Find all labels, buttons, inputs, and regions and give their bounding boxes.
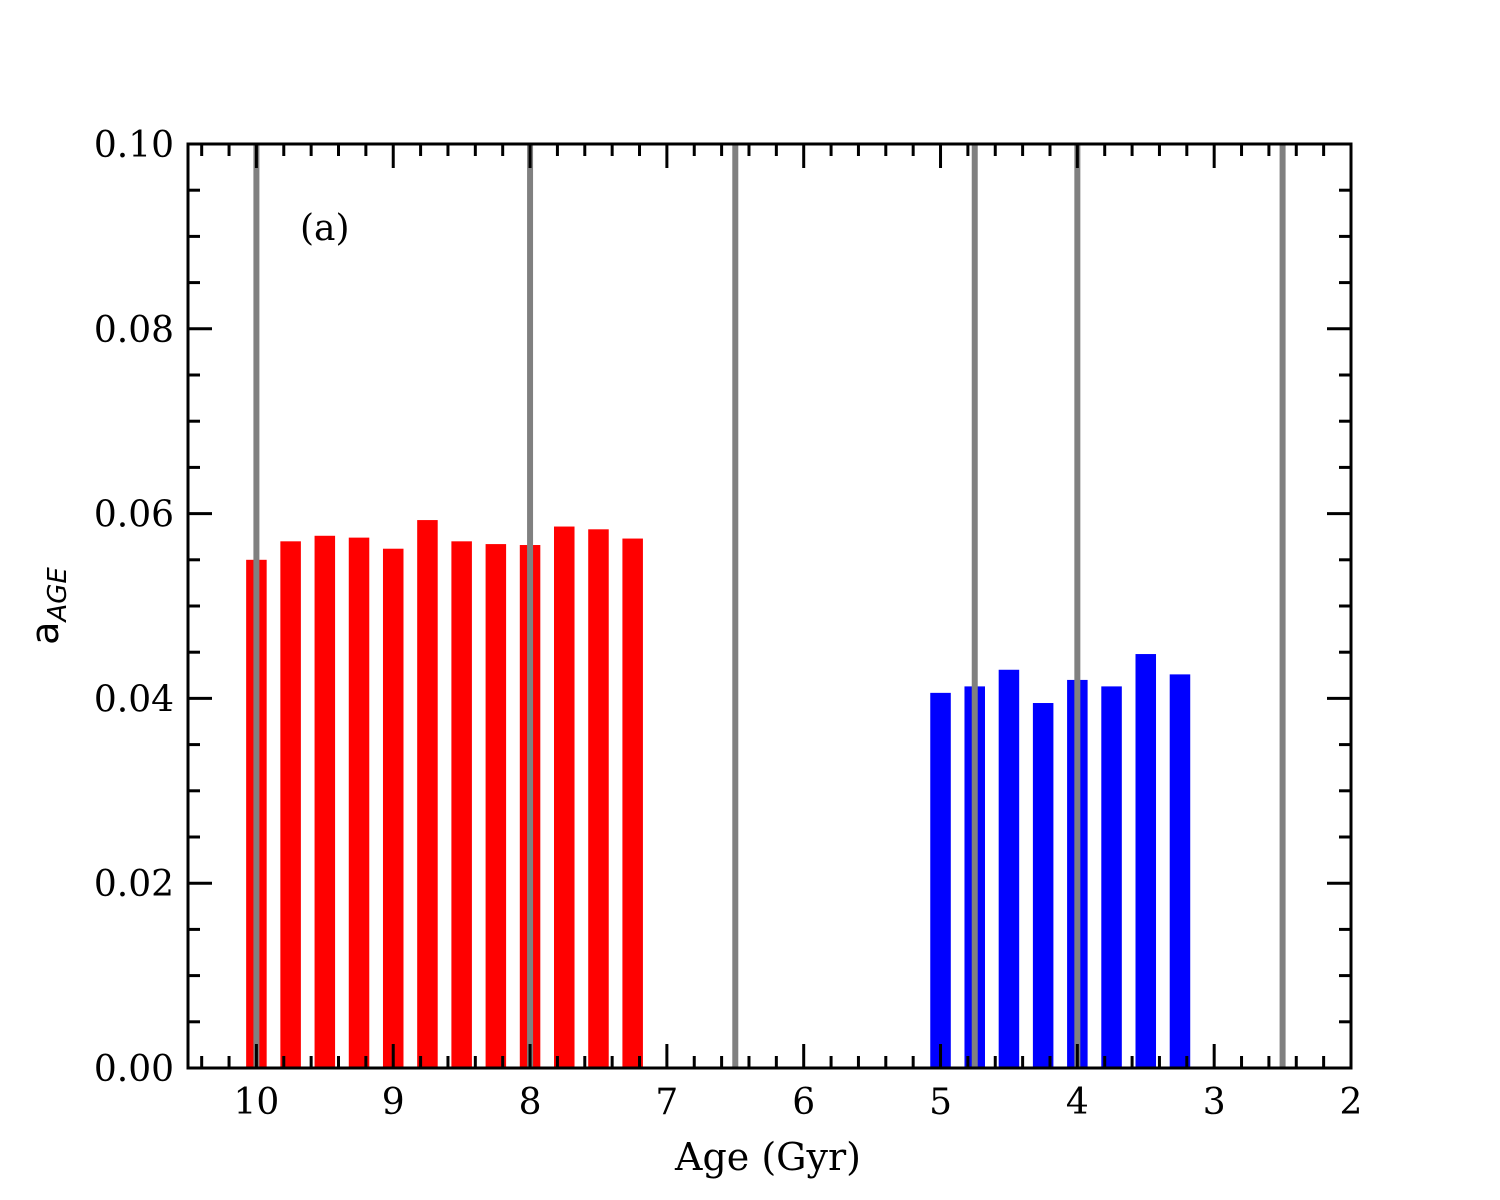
bar-young-0 xyxy=(930,692,951,1068)
plot-frame xyxy=(186,142,1353,1070)
bar-old-9 xyxy=(554,526,575,1068)
ticks-layer xyxy=(188,142,1353,1070)
y-tick-label-0: 0.00 xyxy=(94,1049,174,1090)
x-tick-label-4: 6 xyxy=(792,1082,815,1123)
bar-old-1 xyxy=(280,541,301,1068)
x-tick-label-8: 2 xyxy=(1340,1082,1363,1123)
x-tick-label-5: 5 xyxy=(929,1082,952,1123)
x-tick-label-2: 8 xyxy=(519,1082,542,1123)
bar-young-7 xyxy=(1169,674,1191,1068)
vertical-lines-layer xyxy=(253,144,1286,1068)
y-tick-label-2: 0.04 xyxy=(94,679,174,720)
bar-old-5 xyxy=(417,520,438,1068)
bar-old-10 xyxy=(588,529,609,1068)
x-tick-label-3: 7 xyxy=(655,1082,678,1123)
bar-old-6 xyxy=(451,541,472,1068)
y-axis-label-main: a xyxy=(23,622,67,645)
y-axis-label: aAGE xyxy=(23,567,73,645)
bar-old-7 xyxy=(485,544,507,1068)
x-tick-label-6: 4 xyxy=(1066,1082,1089,1123)
y-axis-label-subscript: AGE xyxy=(43,567,73,624)
bar-young-6 xyxy=(1135,654,1157,1068)
bar-old-3 xyxy=(348,537,370,1068)
bar-old-2 xyxy=(314,535,336,1068)
bar-old-11 xyxy=(622,538,643,1068)
bar-young-3 xyxy=(1032,703,1054,1068)
bar-old-4 xyxy=(382,548,404,1068)
y-tick-label-1: 0.02 xyxy=(94,864,174,905)
x-tick-label-1: 9 xyxy=(382,1082,405,1123)
y-tick-label-4: 0.08 xyxy=(94,310,174,351)
x-axis-label: Age (Gyr) xyxy=(674,1135,861,1179)
y-tick-label-3: 0.06 xyxy=(94,495,174,536)
x-tick-label-0: 10 xyxy=(234,1082,280,1123)
y-tick-label-5: 0.10 xyxy=(94,125,174,166)
bar-young-5 xyxy=(1101,686,1122,1068)
bars-layer xyxy=(246,520,1191,1068)
panel-label: (a) xyxy=(300,208,350,249)
tick-labels-layer: 10 9 8 7 6 5 4 3 2 0.00 0.02 0.04 0.06 0.08 0.10 xyxy=(94,125,1363,1123)
bar-young-2 xyxy=(998,669,1020,1068)
x-tick-label-7: 3 xyxy=(1203,1082,1226,1123)
